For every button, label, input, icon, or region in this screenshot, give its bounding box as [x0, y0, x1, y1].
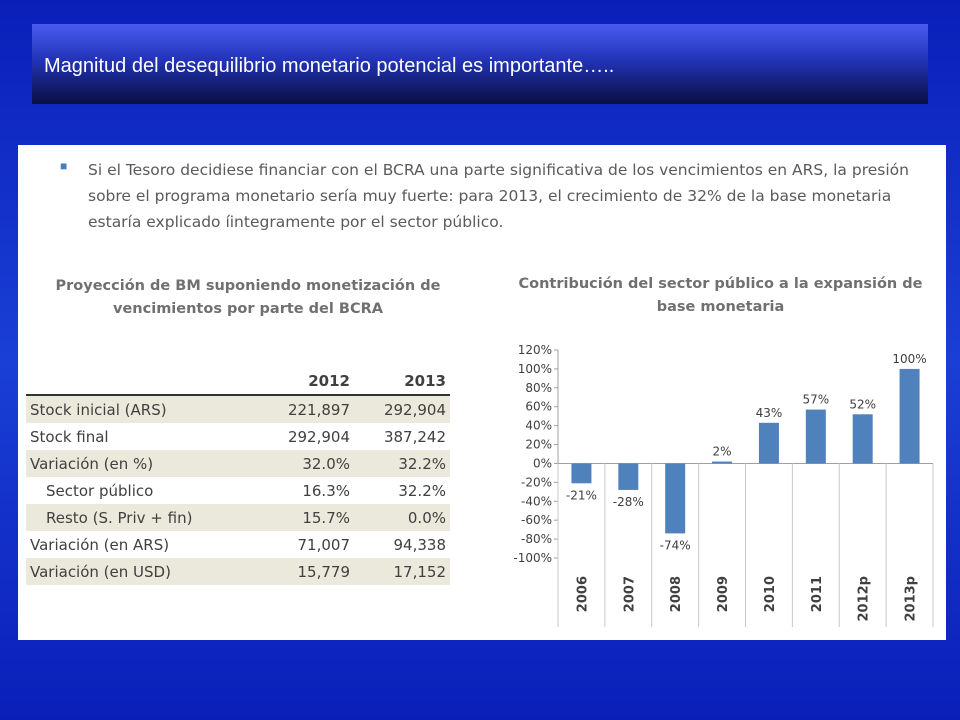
row-label: Sector público: [46, 481, 154, 500]
bar-2009: [712, 461, 733, 464]
chart-title-line1: Contribución del sector público a la exp…: [518, 276, 923, 292]
table-row: Stock inicial (ARS) 221,897 292,904: [26, 395, 450, 423]
bar-2011: [805, 409, 826, 464]
bar-2012p: [852, 414, 873, 464]
y-tick-label: 100%: [518, 362, 552, 376]
category-label-2012p: 2012p: [857, 576, 872, 622]
bar-chart: 120% 100% 80% 60% 40% 20% 0% -20% -40% -60% -80% -1…: [513, 343, 934, 627]
bar-2007: [618, 463, 639, 490]
cell-2012: 15.7%: [258, 504, 354, 531]
table-row: Variación (en %) 32.0% 32.2%: [26, 450, 450, 477]
data-label-2013p: 100%: [892, 352, 926, 366]
data-label-2006: -21%: [566, 488, 597, 502]
table-title-line1: Proyección de BM suponiendo monetización…: [55, 278, 441, 294]
data-label-2011: 57%: [802, 393, 829, 407]
row-label: Stock final: [30, 427, 109, 446]
y-tick-label: 120%: [518, 343, 552, 357]
table-row: Variación (en ARS) 71,007 94,338: [26, 531, 450, 558]
bar-2013p: [899, 368, 920, 464]
chart-title: Contribución del sector público a la exp…: [498, 273, 943, 319]
y-tick-label: 40%: [525, 419, 552, 433]
row-label: Resto (S. Priv + fin): [26, 504, 258, 531]
category-label-2010: 2010: [763, 576, 778, 612]
cell-2012: 32.0%: [258, 450, 354, 477]
bullet-text: Si el Tesoro decidiese financiar con el …: [88, 161, 909, 231]
category-label-2013p: 2013p: [904, 576, 919, 622]
data-label-2009: 2%: [713, 445, 732, 459]
bullet-square-icon: ■: [60, 159, 68, 173]
y-tick-label: 0%: [533, 456, 552, 470]
y-tick-label: -60%: [521, 513, 552, 527]
bar-2006: [571, 463, 592, 484]
table-row: Variación (en USD) 15,779 17,152: [26, 558, 450, 585]
y-tick-label: 20%: [525, 438, 552, 452]
category-label-2007: 2007: [622, 576, 637, 612]
cell-2013: 292,904: [354, 395, 450, 423]
table-title: Proyección de BM suponiendo monetización…: [28, 275, 468, 321]
cell-2013: 94,338: [393, 535, 447, 554]
y-tick-label: -80%: [521, 532, 552, 546]
cell-2013: 32.2%: [398, 481, 446, 500]
category-label-2011: 2011: [810, 576, 825, 612]
slide-title: Magnitud del desequilibrio monetario pot…: [44, 55, 615, 77]
header-cell-2012: 2012: [258, 368, 354, 396]
cell-2012: 16.3%: [302, 481, 350, 500]
y-tick-label: -40%: [521, 494, 552, 508]
cell-2012: 221,897: [258, 395, 354, 423]
slide-title-bar: Magnitud del desequilibrio monetario pot…: [32, 24, 928, 104]
cell-2013: 17,152: [354, 558, 450, 585]
row-label: Stock inicial (ARS): [26, 395, 258, 423]
category-label-2006: 2006: [575, 576, 590, 612]
row-label: Variación (en %): [26, 450, 258, 477]
y-tick-label: -20%: [521, 475, 552, 489]
category-label-2009: 2009: [716, 576, 731, 612]
chart-title-line2: base monetaria: [656, 299, 785, 315]
cell-2012: 292,904: [287, 427, 350, 446]
y-tick-label: 60%: [525, 400, 552, 414]
table-row: Stock final 292,904 387,242: [26, 423, 450, 450]
table-row: Resto (S. Priv + fin) 15.7% 0.0%: [26, 504, 450, 531]
table-title-line2: vencimientos por parte del BCRA: [113, 301, 383, 317]
header-cell-2013: 2013: [354, 368, 450, 396]
cell-2013: 32.2%: [354, 450, 450, 477]
cell-2012: 71,007: [297, 535, 351, 554]
data-label-2008: -74%: [660, 538, 691, 552]
cell-2013: 0.0%: [354, 504, 450, 531]
y-tick-label: 80%: [525, 381, 552, 395]
bar-2010: [758, 422, 779, 464]
cell-2013: 387,242: [383, 427, 446, 446]
data-label-2012p: 52%: [849, 397, 876, 411]
table-header-row: 2012 2013: [26, 368, 450, 396]
table-row: Sector público 16.3% 32.2%: [26, 477, 450, 504]
header-cell-label: [26, 368, 258, 396]
content-panel: ■ Si el Tesoro decidiese financiar con e…: [18, 145, 946, 640]
category-label-2008: 2008: [669, 576, 684, 612]
row-label: Variación (en ARS): [30, 535, 170, 554]
cell-2012: 15,779: [258, 558, 354, 585]
bar-2008: [665, 463, 686, 534]
projection-table: 2012 2013 Stock inicial (ARS) 221,897 29…: [26, 368, 450, 585]
data-label-2007: -28%: [613, 495, 644, 509]
data-label-2010: 43%: [756, 406, 783, 420]
y-tick-label: -100%: [513, 551, 552, 565]
row-label: Variación (en USD): [26, 558, 258, 585]
